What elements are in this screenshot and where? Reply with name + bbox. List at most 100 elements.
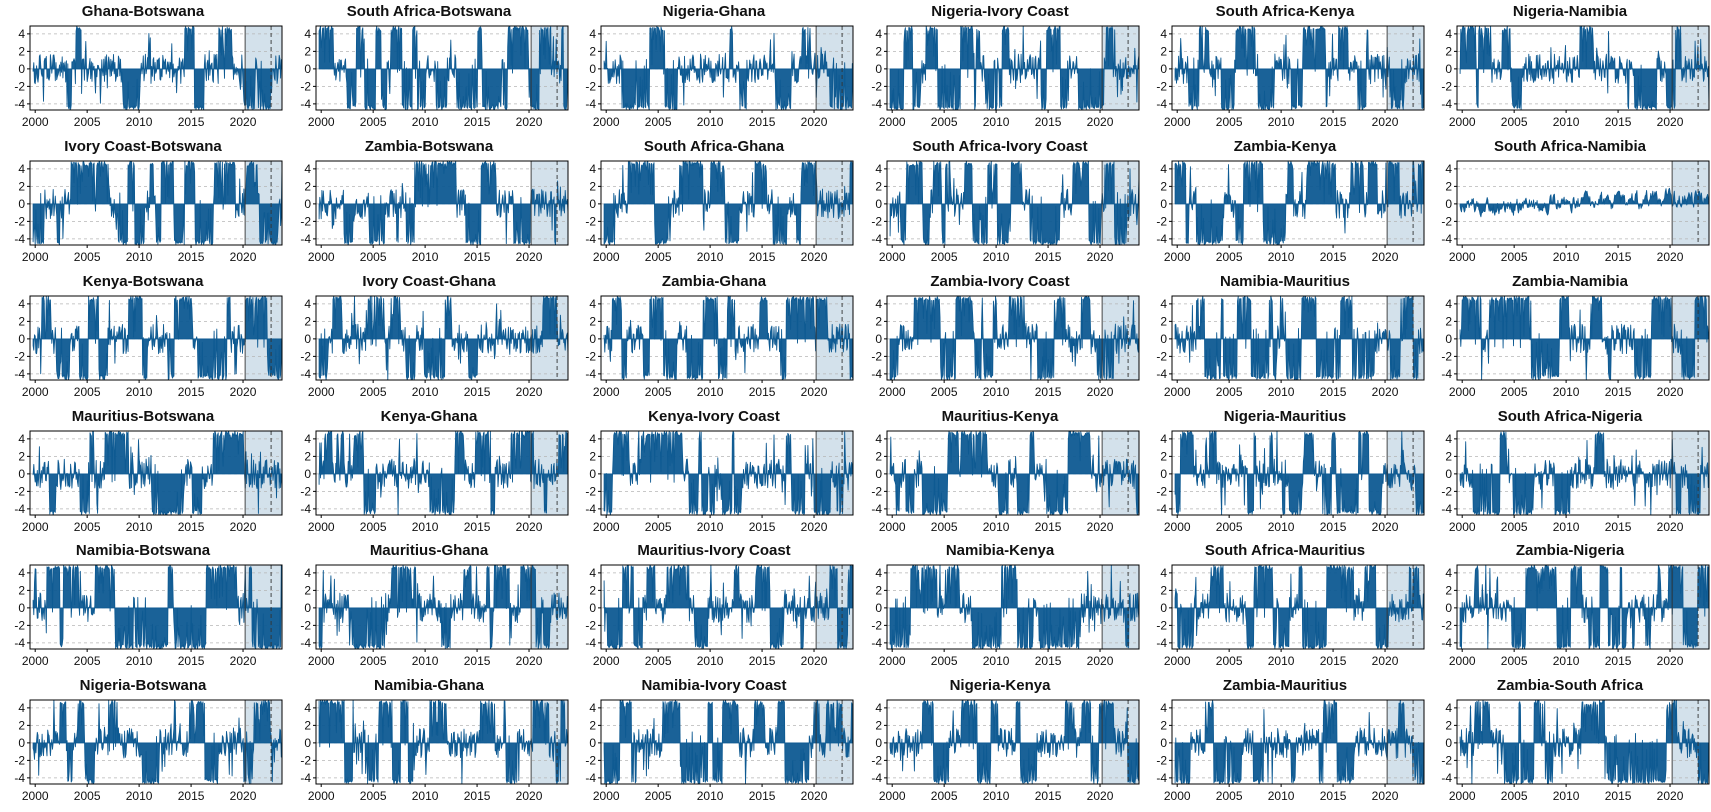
- y-tick-label: -2: [1156, 214, 1167, 228]
- x-tick-label: 2015: [464, 385, 491, 399]
- x-tick-label: 2000: [593, 385, 620, 399]
- y-tick-label: -2: [1156, 753, 1167, 767]
- x-tick-label: 2020: [1087, 520, 1114, 534]
- chart-title: Zambia-Namibia: [1512, 273, 1628, 290]
- x-tick-label: 2020: [230, 654, 257, 668]
- plot-frame: [600, 160, 854, 246]
- chart-panel: Zambia-Botswana 4 2 0 -2 -4 2000 2005 2010 2015 20…: [286, 135, 572, 270]
- x-tick-label: 2010: [1268, 250, 1295, 264]
- chart-title: Mauritius-Ghana: [369, 542, 489, 559]
- y-tick-label: 4: [304, 432, 311, 446]
- y-tick-label: -2: [300, 79, 311, 93]
- plot-frame: [29, 160, 283, 246]
- plot-frame: [886, 564, 1140, 650]
- chart-svg: 4 2 0 -2 -4 2000 2005 2010 2015 2020: [14, 160, 283, 264]
- x-tick-label: 2000: [593, 115, 620, 129]
- chart-svg: 4 2 0 -2 -4 2000 2005 2010 2015 2020: [871, 699, 1140, 803]
- y-tick-label: 2: [1160, 583, 1167, 597]
- chart-svg: 4 2 0 -2 -4 2000 2005 2010 2015 2020: [1156, 160, 1425, 264]
- y-tick-label: -4: [585, 367, 596, 381]
- x-tick-label: 2020: [1087, 115, 1114, 129]
- x-tick-label: 2000: [308, 654, 335, 668]
- x-tick-label: 2010: [412, 789, 439, 803]
- x-tick-label: 2010: [1268, 654, 1295, 668]
- y-tick-label: 0: [1160, 197, 1167, 211]
- x-tick-label: 2000: [879, 520, 906, 534]
- y-tick-label: -4: [300, 97, 311, 111]
- y-tick-label: 2: [875, 179, 882, 193]
- y-tick-label: -2: [1441, 214, 1452, 228]
- x-tick-label: 2010: [1553, 520, 1580, 534]
- chart-title: Kenya-Botswana: [82, 273, 204, 290]
- x-tick-label: 2015: [464, 250, 491, 264]
- x-tick-label: 2020: [1372, 115, 1399, 129]
- chart-title: Nigeria-Ivory Coast: [931, 3, 1069, 20]
- plot-frame: [600, 430, 854, 516]
- y-tick-label: 0: [589, 601, 596, 615]
- chart-title: South Africa-Mauritius: [1204, 542, 1366, 559]
- x-tick-label: 2015: [1320, 520, 1347, 534]
- y-tick-label: 4: [18, 432, 25, 446]
- y-tick-label: -2: [300, 484, 311, 498]
- x-tick-label: 2005: [645, 654, 672, 668]
- y-tick-label: 4: [1160, 701, 1167, 715]
- chart-svg: 4 2 0 -2 -4 2000 2005 2010 2015 2020: [300, 160, 569, 264]
- x-tick-label: 2020: [1372, 789, 1399, 803]
- series-area: [318, 699, 569, 785]
- x-tick-label: 2015: [464, 789, 491, 803]
- x-tick-label: 2005: [1501, 250, 1528, 264]
- y-tick-label: 4: [1445, 162, 1452, 176]
- x-tick-label: 2010: [126, 520, 153, 534]
- x-tick-label: 2010: [983, 115, 1010, 129]
- chart-panel: South Africa-Mauritius 4 2 0 -2 -4 2000 2005 201…: [1142, 539, 1428, 674]
- x-tick-label: 2015: [178, 385, 205, 399]
- x-tick-label: 2000: [1164, 654, 1191, 668]
- plot-frame: [1456, 160, 1710, 246]
- x-tick-label: 2010: [983, 385, 1010, 399]
- chart-svg: 4 2 0 -2 -4 2000 2005 2010 2015 2020: [1441, 25, 1710, 129]
- x-tick-label: 2015: [749, 385, 776, 399]
- x-tick-label: 2020: [516, 385, 543, 399]
- plot-frame: [886, 295, 1140, 381]
- x-tick-label: 2000: [593, 654, 620, 668]
- y-tick-label: 4: [1160, 162, 1167, 176]
- plot-frame: [1171, 564, 1425, 650]
- y-tick-label: 2: [875, 583, 882, 597]
- x-tick-label: 2000: [1164, 385, 1191, 399]
- x-tick-label: 2015: [464, 654, 491, 668]
- x-tick-label: 2000: [593, 250, 620, 264]
- chart-title: Nigeria-Ghana: [662, 3, 766, 20]
- series-area: [32, 160, 283, 246]
- plot-frame: [1171, 160, 1425, 246]
- y-tick-label: 4: [304, 297, 311, 311]
- x-tick-label: 2015: [178, 250, 205, 264]
- chart-panel: Namibia-Botswana 4 2 0 -2 -4 2000 2005 2010 2015 2…: [0, 539, 286, 674]
- chart-title: South Africa-Kenya: [1215, 3, 1355, 20]
- y-tick-label: 2: [1160, 314, 1167, 328]
- y-tick-label: -4: [300, 232, 311, 246]
- y-tick-label: 4: [304, 27, 311, 41]
- y-tick-label: 2: [875, 449, 882, 463]
- y-tick-label: -4: [1156, 771, 1167, 785]
- y-tick-label: 4: [589, 566, 596, 580]
- x-tick-label: 2020: [516, 654, 543, 668]
- y-tick-label: 0: [1445, 62, 1452, 76]
- chart-svg: 4 2 0 -2 -4 2000 2005 2010 2015 2020: [14, 699, 283, 803]
- x-tick-label: 2000: [1164, 789, 1191, 803]
- plot-frame: [29, 25, 283, 111]
- series-area: [889, 430, 1140, 516]
- x-tick-label: 2010: [1553, 115, 1580, 129]
- chart-title: Zambia-South Africa: [1496, 677, 1644, 694]
- y-tick-label: 0: [875, 62, 882, 76]
- series-area: [1459, 699, 1710, 785]
- y-tick-label: -2: [1441, 79, 1452, 93]
- chart-svg: 4 2 0 -2 -4 2000 2005 2010 2015 2020: [1156, 295, 1425, 399]
- series-area: [1459, 25, 1710, 111]
- chart-title: Kenya-Ghana: [380, 408, 478, 425]
- y-tick-label: 2: [1445, 449, 1452, 463]
- x-tick-label: 2000: [1449, 789, 1476, 803]
- series-area: [32, 25, 283, 111]
- chart-panel: Kenya-Ivory Coast 4 2 0 -2 -4 2000 2005 2010 2015…: [571, 405, 857, 540]
- y-tick-label: -2: [300, 618, 311, 632]
- x-tick-label: 2020: [801, 115, 828, 129]
